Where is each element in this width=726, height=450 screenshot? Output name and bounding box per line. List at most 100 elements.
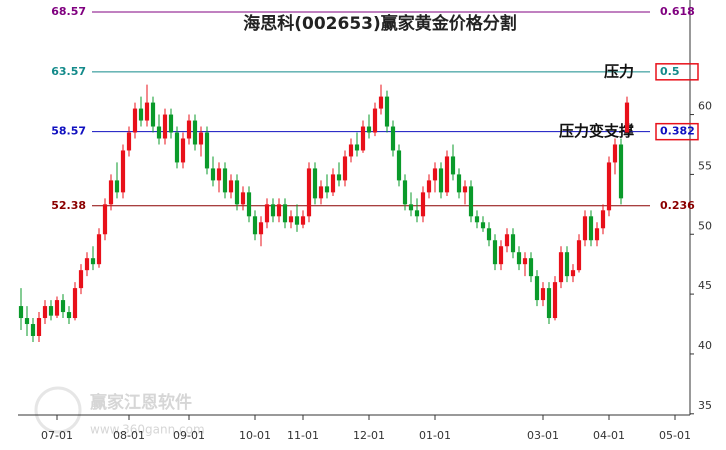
candle-body xyxy=(564,252,570,277)
x-tick-label: 07-01 xyxy=(41,429,73,442)
candle-body xyxy=(402,180,408,205)
candle-body xyxy=(138,108,144,121)
candle-body xyxy=(390,126,396,151)
candle-body xyxy=(204,132,210,169)
candle-body xyxy=(54,300,60,316)
candle-body xyxy=(18,306,24,319)
candle-body xyxy=(438,168,444,193)
level-price: 58.57 xyxy=(51,125,86,138)
candle-body xyxy=(144,102,150,121)
candle-body xyxy=(30,324,36,336)
candle-body xyxy=(168,114,174,133)
watermark: 赢家江恩软件 xyxy=(90,392,192,413)
candle-body xyxy=(600,210,606,229)
candle-body xyxy=(72,288,78,319)
candle-body xyxy=(594,228,600,241)
x-tick-label: 09-01 xyxy=(173,429,205,442)
candle-body xyxy=(480,222,486,229)
candle-body xyxy=(540,288,546,301)
candle-body xyxy=(150,102,156,127)
candle-body xyxy=(240,192,246,205)
candle-body xyxy=(498,246,504,265)
candle-body xyxy=(108,180,114,205)
candle-body xyxy=(132,108,138,133)
level-ratio: 0.382 xyxy=(660,125,695,138)
candle-body xyxy=(156,126,162,139)
candle-body xyxy=(24,318,30,325)
candle-body xyxy=(426,180,432,193)
candle-body xyxy=(510,234,516,253)
candle-body xyxy=(366,126,372,133)
x-tick-label: 04-01 xyxy=(593,429,625,442)
candle-body xyxy=(180,138,186,163)
candle-body xyxy=(192,120,198,145)
candle-body xyxy=(606,162,612,211)
candle-body xyxy=(264,204,270,223)
candle-body xyxy=(558,252,564,283)
level-ratio: 0.5 xyxy=(660,65,680,78)
candle-body xyxy=(336,174,342,181)
candle-body xyxy=(348,144,354,157)
y-tick-label: 60 xyxy=(698,100,712,113)
candle-body xyxy=(78,270,84,289)
candle-body xyxy=(42,306,48,319)
level-note: 压力变支撑 xyxy=(559,122,634,140)
candle-body xyxy=(354,144,360,151)
candle-body xyxy=(174,132,180,163)
watermark-logo xyxy=(34,386,82,434)
y-tick-label: 35 xyxy=(698,399,712,412)
candle-body xyxy=(588,216,594,241)
candle-body xyxy=(450,156,456,175)
candle-body xyxy=(504,234,510,247)
candle-body xyxy=(234,180,240,205)
x-tick-label: 08-01 xyxy=(113,429,145,442)
candle-body xyxy=(318,186,324,199)
x-tick-label: 05-01 xyxy=(659,429,691,442)
candle-body xyxy=(378,96,384,109)
candle-body xyxy=(546,288,552,319)
y-tick-label: 45 xyxy=(698,279,712,292)
candle-body xyxy=(462,186,468,193)
candle-body xyxy=(618,144,624,199)
candle-body xyxy=(528,258,534,277)
candle-body xyxy=(492,240,498,265)
candle-body xyxy=(288,216,294,223)
candle-body xyxy=(576,240,582,271)
candle-body xyxy=(432,168,438,181)
candle-body xyxy=(330,174,336,193)
level-note: 压力 xyxy=(604,62,634,80)
candle-body xyxy=(258,222,264,235)
candle-body xyxy=(474,216,480,223)
candle-body xyxy=(270,204,276,217)
watermark: www.360gann.com xyxy=(90,423,205,437)
candle-body xyxy=(342,156,348,181)
y-tick-label: 55 xyxy=(698,159,712,172)
candle-body xyxy=(612,144,618,163)
candle-body xyxy=(216,168,222,181)
level-price: 68.57 xyxy=(51,5,86,18)
candle-body xyxy=(96,234,102,265)
candle-body xyxy=(114,180,120,193)
candle-body xyxy=(198,132,204,145)
chart-title: 海思科(002653)赢家黄金价格分割 xyxy=(243,13,517,34)
candle-body xyxy=(582,216,588,241)
candle-body xyxy=(252,216,258,235)
candle-body xyxy=(486,228,492,241)
candle-body xyxy=(246,192,252,217)
candle-body xyxy=(222,168,228,193)
candle-body xyxy=(444,156,450,193)
candle-body xyxy=(468,186,474,217)
x-tick-label: 10-01 xyxy=(239,429,271,442)
candle-body xyxy=(324,186,330,193)
candle-body xyxy=(60,300,66,313)
candle-body xyxy=(408,204,414,211)
candle-body xyxy=(552,282,558,319)
candle-body xyxy=(456,174,462,193)
candle-body xyxy=(516,252,522,265)
candle-body xyxy=(36,318,42,336)
candle-body xyxy=(48,306,54,316)
candle-body xyxy=(102,204,108,235)
candle-body xyxy=(300,216,306,225)
candle-body xyxy=(186,120,192,139)
candle-body xyxy=(162,114,168,139)
